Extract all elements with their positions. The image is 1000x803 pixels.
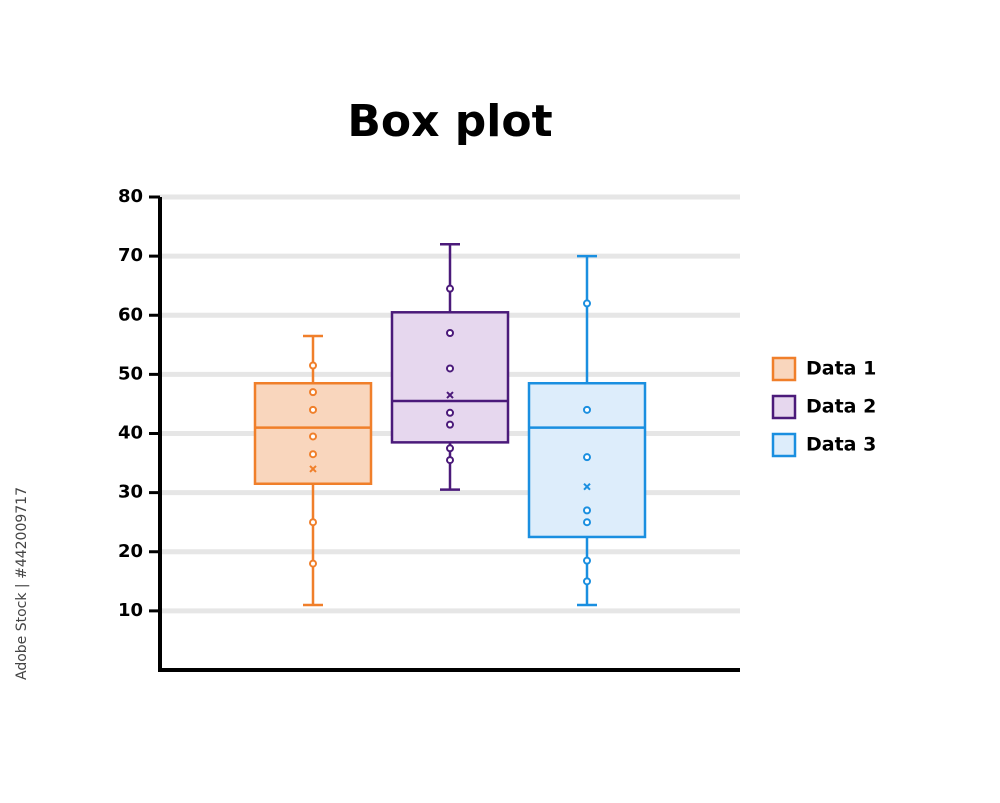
data-point: [583, 506, 591, 515]
data-point: [309, 450, 317, 459]
data-point: [309, 432, 317, 441]
axis: [158, 197, 740, 672]
data-point: [583, 453, 591, 462]
data-point: [446, 444, 454, 453]
data-point: [309, 518, 317, 527]
legend-label: Data 3: [806, 434, 876, 456]
box: [253, 381, 373, 486]
data-point: [446, 284, 454, 293]
data-point: [309, 405, 317, 414]
y-tick-label: 50: [118, 363, 143, 384]
data-point: [583, 299, 591, 308]
legend-swatch: [771, 356, 797, 382]
data-point: [309, 361, 317, 370]
mean-marker: [309, 465, 317, 473]
y-tick-label: 20: [118, 541, 143, 562]
data-point: [446, 364, 454, 373]
data-point: [446, 408, 454, 417]
mean-marker: [583, 483, 591, 491]
data-point: [583, 405, 591, 414]
data-point: [309, 559, 317, 568]
chart-title: Box plot: [347, 96, 552, 147]
y-tick-label: 70: [118, 245, 143, 266]
y-tick-label: 40: [118, 423, 143, 444]
data-point: [446, 420, 454, 429]
legend-swatch: [771, 432, 797, 458]
data-point: [446, 456, 454, 465]
legend-label: Data 1: [806, 358, 876, 380]
y-tick-label: 80: [118, 186, 143, 207]
y-tick-label: 30: [118, 482, 143, 503]
data-point: [446, 328, 454, 337]
legend-label: Data 2: [806, 396, 876, 418]
data-point: [583, 577, 591, 586]
data-point: [583, 518, 591, 527]
data-point: [583, 556, 591, 565]
y-tick-label: 10: [118, 600, 143, 621]
mean-marker: [446, 391, 454, 399]
legend-swatch: [771, 394, 797, 420]
watermark: Adobe Stock | #442009717: [14, 487, 30, 680]
data-point: [309, 388, 317, 397]
y-tick-label: 60: [118, 304, 143, 325]
